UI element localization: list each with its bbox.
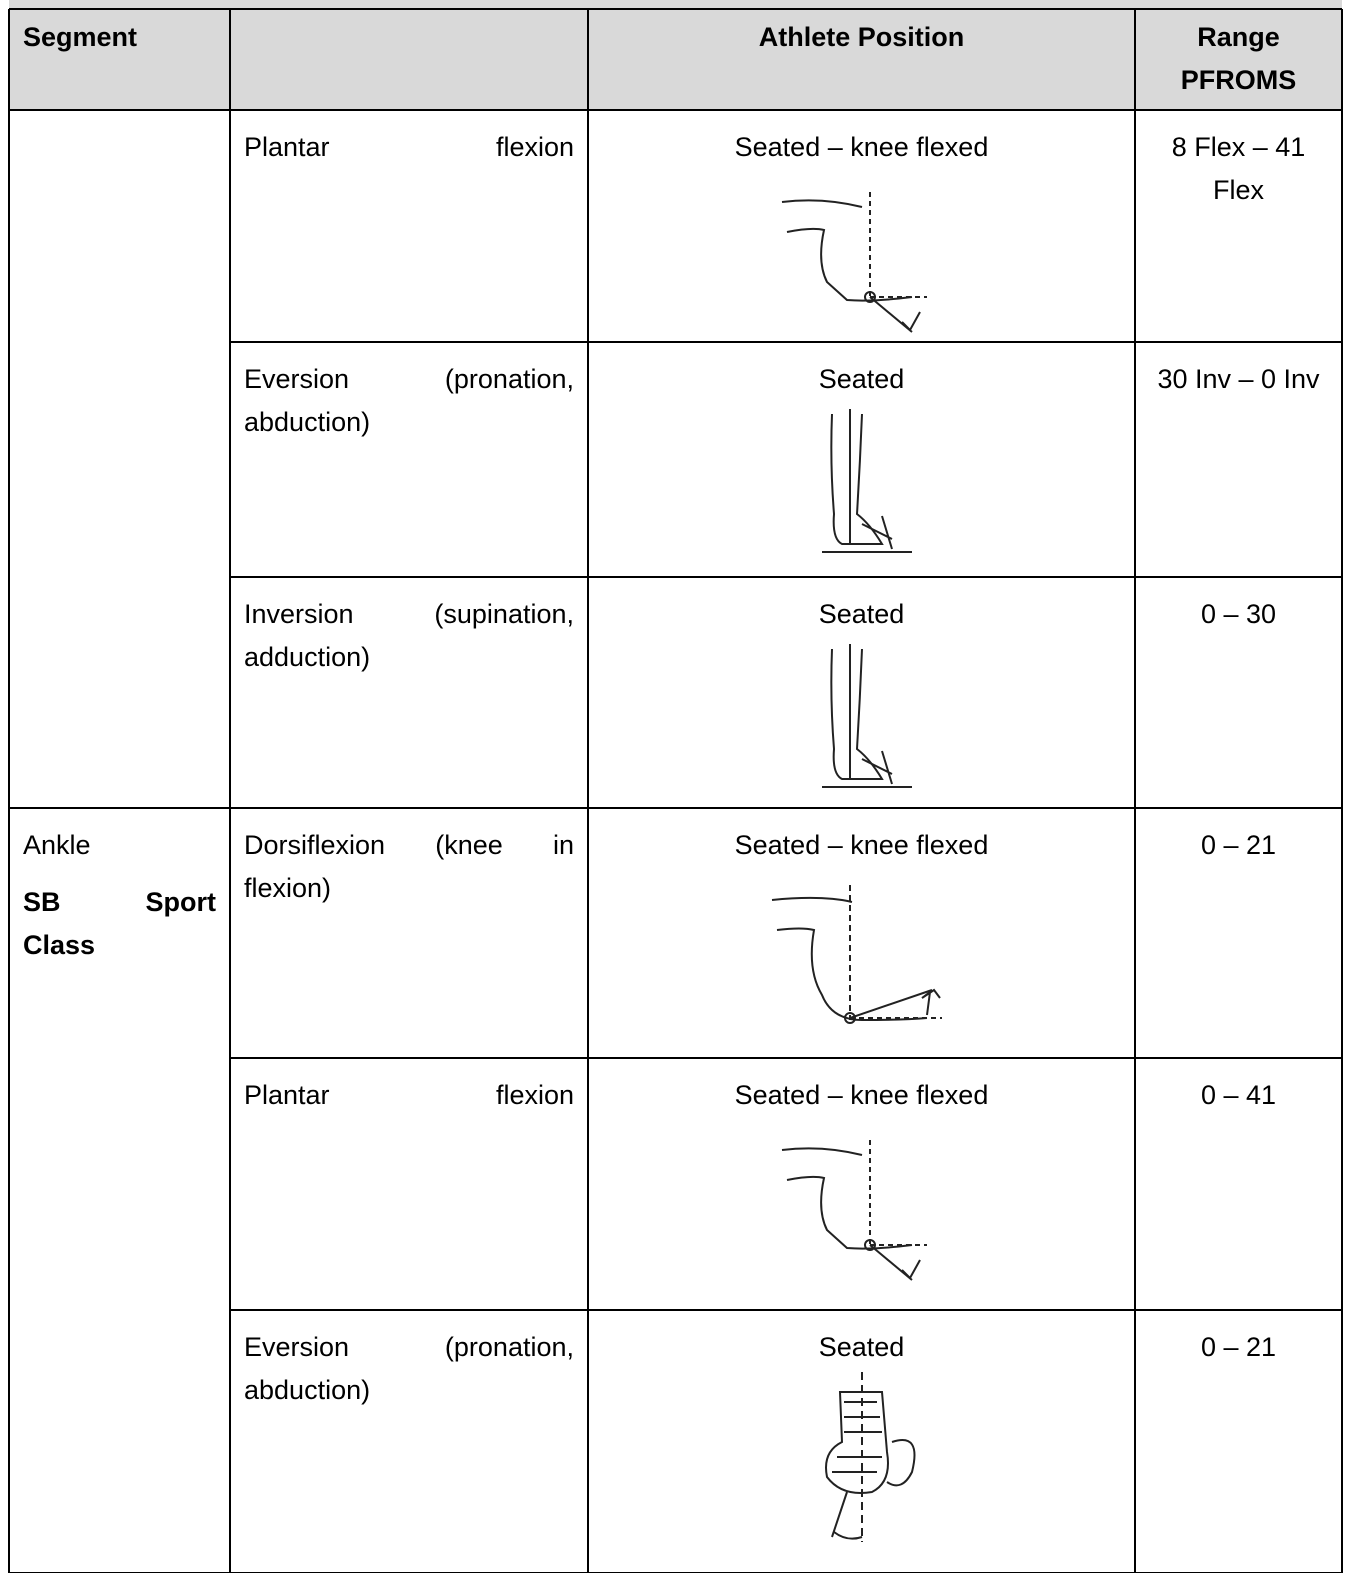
range-cell: 8 Flex – 41 Flex: [1171, 132, 1306, 205]
sketch-stroke: [863, 1239, 876, 1251]
position-cell: Seated – knee flexed: [734, 1080, 989, 1110]
sketch-stroke: [861, 515, 893, 550]
range-cell: 0 – 30: [1200, 599, 1277, 629]
sport-class: SB Sport Class: [23, 887, 216, 960]
sketch-stroke: [781, 1147, 912, 1250]
sketch-stroke: [781, 199, 912, 302]
position-cell: Seated: [818, 599, 905, 629]
segment-cell: Ankle SB Sport Class: [9, 808, 230, 1573]
header-cell: Range PFROMS: [1135, 0, 1342, 110]
movement-cell: Plantar flexion: [244, 1080, 574, 1110]
sketch-stroke: [824, 1391, 889, 1494]
movement-cell: Eversion (pronation, abduction): [244, 1332, 574, 1405]
sketch-stroke: [900, 1259, 921, 1280]
position-sketch: [821, 409, 912, 553]
sketch-stroke: [861, 750, 893, 785]
position-sketch: [781, 192, 927, 333]
header-cell: Segment: [9, 0, 230, 110]
position-sketch: [771, 885, 942, 1024]
position-sketch: [781, 1140, 927, 1281]
sketch-stroke: [900, 311, 921, 332]
sketch-stroke: [830, 1491, 848, 1538]
sketch-stroke: [849, 989, 932, 1019]
movement-cell: Plantar flexion: [244, 132, 574, 162]
range-cell: 30 Inv – 0 Inv: [1157, 364, 1320, 394]
range-cell: 0 – 21: [1200, 830, 1277, 860]
sketch-stroke: [885, 1439, 915, 1487]
sketch-stroke: [832, 1531, 862, 1540]
sketch-stroke: [843, 1012, 856, 1024]
header-text: PFROMS: [1180, 65, 1297, 95]
range-cell: 0 – 41: [1200, 1080, 1277, 1110]
header-text: Segment: [23, 22, 138, 52]
header-text: Athlete Position: [758, 22, 965, 52]
movement-cell: Inversion (supination, adduction): [244, 599, 574, 672]
header-text: Range: [1197, 22, 1280, 52]
sketch-stroke: [829, 413, 884, 545]
position-cell: Seated – knee flexed: [734, 830, 989, 860]
range-cell: 0 – 21: [1200, 1332, 1277, 1362]
sketch-stroke: [831, 1401, 882, 1473]
movement-cell: Dorsiflexion (knee in flexion): [244, 830, 574, 903]
position-cell: Seated: [818, 1332, 905, 1362]
position-cell: Seated: [818, 364, 905, 394]
sketch-stroke: [771, 896, 927, 1022]
sketch-stroke: [863, 291, 876, 303]
segment-name: Ankle: [23, 830, 91, 860]
header-cell: [230, 0, 588, 110]
position-cell: Seated – knee flexed: [734, 132, 989, 162]
position-sketch: [821, 644, 912, 788]
movement-cell: Eversion (pronation, abduction): [244, 364, 574, 437]
sketch-stroke: [920, 988, 941, 1016]
header-cell: Athlete Position: [588, 0, 1135, 110]
sketch-stroke: [829, 648, 884, 780]
position-sketch: [824, 1372, 915, 1542]
